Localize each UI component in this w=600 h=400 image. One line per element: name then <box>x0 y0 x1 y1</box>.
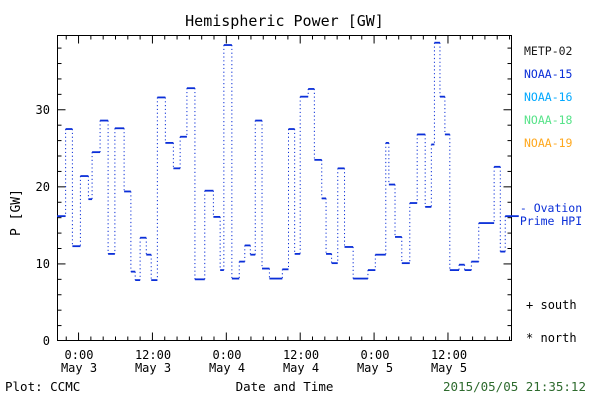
legend-item-noaa18: NOAA-18 <box>524 113 573 127</box>
asterisk-marker-icon: * <box>526 331 534 345</box>
legend-item-noaa15: NOAA-15 <box>524 67 573 81</box>
plot-timestamp: 2015/05/05 21:35:12 <box>443 379 586 394</box>
plus-marker-icon: + <box>526 298 534 312</box>
y-tick-label: 30 <box>35 103 50 117</box>
x-axis-label: Date and Time <box>235 379 334 394</box>
ovation-prime-hpi-note: - Ovation Prime HPI <box>519 201 583 228</box>
chart-title: Hemispheric Power [GW] <box>185 12 384 30</box>
x-tick-label: 12:00 May 3 <box>134 348 172 375</box>
legend-item-noaa19: NOAA-19 <box>524 136 573 150</box>
plot-credit: Plot: CCMC <box>5 379 81 394</box>
x-tick-label: 12:00 May 5 <box>430 348 468 375</box>
x-tick-label: 0:00 May 4 <box>208 348 246 375</box>
y-axis-label: P [GW] <box>9 189 24 236</box>
x-tick-label: 0:00 May 5 <box>356 348 394 375</box>
y-tick-label: 20 <box>35 180 50 194</box>
marker-key-north: * north <box>526 331 577 345</box>
legend-item-noaa16: NOAA-16 <box>524 90 573 104</box>
x-tick-label: 12:00 May 4 <box>282 348 320 375</box>
marker-key-south: + south <box>526 298 577 312</box>
plot-area <box>57 35 519 341</box>
y-tick-label: 0 <box>42 334 50 348</box>
x-tick-label: 0:00 May 3 <box>60 348 98 375</box>
legend-item-metp02: METP-02 <box>524 44 573 58</box>
y-tick-label: 10 <box>35 257 50 271</box>
